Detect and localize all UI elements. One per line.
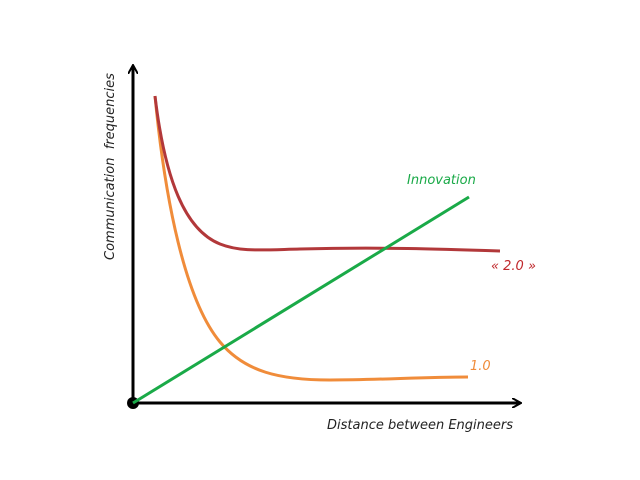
series-label-innovation: Innovation <box>407 173 476 188</box>
y-axis-label: Communication frequencies <box>103 73 118 260</box>
x-axis-label: Distance between Engineers <box>327 418 513 433</box>
series-line-innovation <box>132 195 470 405</box>
series-label-1-0: 1.0 <box>470 359 491 374</box>
series-line-1-0 <box>153 95 469 382</box>
series-line-2-0 <box>153 95 501 253</box>
series-label-2-0: « 2.0 » <box>491 259 536 274</box>
